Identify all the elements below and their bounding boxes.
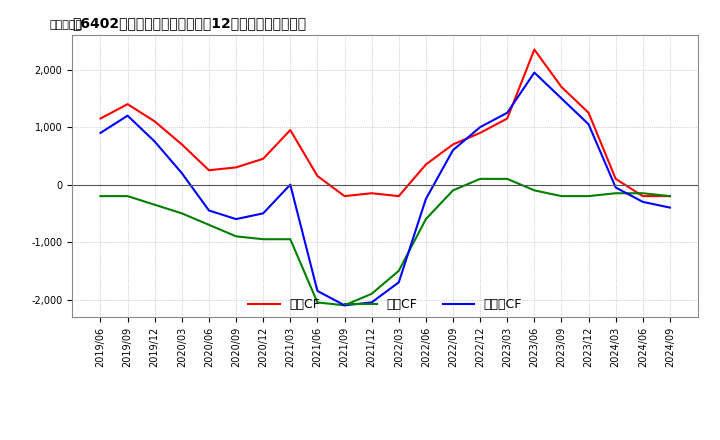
フリーCF xyxy=(150,139,159,144)
フリーCF xyxy=(530,70,539,75)
フリーCF xyxy=(123,113,132,118)
投資CF xyxy=(178,211,186,216)
投資CF xyxy=(476,176,485,182)
投資CF xyxy=(611,191,620,196)
営業CF xyxy=(557,84,566,90)
投資CF xyxy=(341,303,349,308)
フリーCF xyxy=(449,147,457,153)
フリーCF xyxy=(367,300,376,305)
営業CF xyxy=(341,194,349,199)
投資CF xyxy=(123,194,132,199)
投資CF xyxy=(232,234,240,239)
フリーCF xyxy=(395,280,403,285)
営業CF xyxy=(232,165,240,170)
営業CF xyxy=(449,142,457,147)
営業CF xyxy=(178,142,186,147)
営業CF xyxy=(530,47,539,52)
投資CF xyxy=(557,194,566,199)
Line: 営業CF: 営業CF xyxy=(101,50,670,196)
営業CF xyxy=(395,194,403,199)
フリーCF xyxy=(232,216,240,222)
Line: フリーCF: フリーCF xyxy=(101,73,670,305)
投資CF xyxy=(639,191,647,196)
フリーCF xyxy=(503,110,511,115)
Text: ［6402］　キャッシュフローの12か月移動合計の推移: ［6402］ キャッシュフローの12か月移動合計の推移 xyxy=(72,16,306,30)
投資CF xyxy=(204,222,213,227)
フリーCF xyxy=(178,170,186,176)
フリーCF xyxy=(665,205,674,210)
フリーCF xyxy=(639,199,647,205)
投資CF xyxy=(395,268,403,274)
投資CF xyxy=(584,194,593,199)
フリーCF xyxy=(96,130,105,136)
フリーCF xyxy=(341,303,349,308)
投資CF xyxy=(503,176,511,182)
投資CF xyxy=(421,216,430,222)
フリーCF xyxy=(204,208,213,213)
フリーCF xyxy=(611,185,620,190)
フリーCF xyxy=(259,211,268,216)
営業CF xyxy=(150,119,159,124)
フリーCF xyxy=(557,96,566,101)
フリーCF xyxy=(286,182,294,187)
フリーCF xyxy=(584,121,593,127)
投資CF xyxy=(367,291,376,297)
営業CF xyxy=(611,176,620,182)
フリーCF xyxy=(313,288,322,293)
営業CF xyxy=(204,168,213,173)
営業CF xyxy=(259,156,268,161)
投資CF xyxy=(259,237,268,242)
投資CF xyxy=(150,202,159,207)
営業CF xyxy=(476,130,485,136)
フリーCF xyxy=(421,196,430,202)
営業CF xyxy=(367,191,376,196)
投資CF xyxy=(665,194,674,199)
投資CF xyxy=(449,188,457,193)
営業CF xyxy=(503,116,511,121)
フリーCF xyxy=(476,125,485,130)
営業CF xyxy=(584,110,593,115)
投資CF xyxy=(530,188,539,193)
営業CF xyxy=(123,102,132,107)
Line: 投資CF: 投資CF xyxy=(101,179,670,305)
投資CF xyxy=(96,194,105,199)
営業CF xyxy=(639,194,647,199)
Legend: 営業CF, 投資CF, フリーCF: 営業CF, 投資CF, フリーCF xyxy=(243,293,527,316)
投資CF xyxy=(313,300,322,305)
営業CF xyxy=(286,128,294,133)
営業CF xyxy=(96,116,105,121)
営業CF xyxy=(665,194,674,199)
営業CF xyxy=(421,162,430,167)
Y-axis label: （百万円）: （百万円） xyxy=(49,19,82,29)
営業CF xyxy=(313,173,322,179)
投資CF xyxy=(286,237,294,242)
